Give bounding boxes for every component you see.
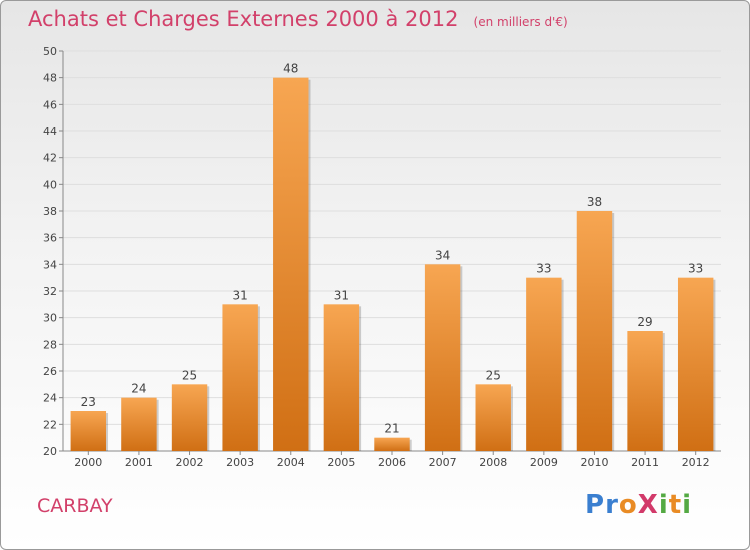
x-tick-label: 2010 <box>580 456 608 469</box>
x-tick-label: 2008 <box>479 456 507 469</box>
logo-letter: X <box>637 490 659 520</box>
bar <box>273 77 309 452</box>
x-tick-label: 2001 <box>125 456 153 469</box>
data-labels: 23 24 25 31 48 31 21 34 25 33 38 29 33 <box>81 62 704 436</box>
bar <box>526 277 562 451</box>
logo-letter: i <box>658 490 669 520</box>
bar <box>70 411 107 451</box>
bar-value-label: 24 <box>131 382 146 396</box>
y-tick-label: 40 <box>43 178 57 191</box>
y-tick-label: 38 <box>43 205 57 218</box>
bar-value-label: 33 <box>536 262 551 276</box>
bar-value-label: 31 <box>334 288 349 302</box>
x-tick-label: 2000 <box>74 456 102 469</box>
y-tick-label: 28 <box>43 338 57 351</box>
bar <box>475 384 511 451</box>
bar <box>121 397 157 451</box>
title-row: Achats et Charges Externes 2000 à 2012 (… <box>28 7 568 31</box>
y-tick-label: 22 <box>43 418 57 431</box>
y-tick-label: 42 <box>43 152 57 165</box>
bar-value-label: 23 <box>81 395 96 409</box>
x-tick-label: 2011 <box>631 456 659 469</box>
bar <box>222 304 258 451</box>
bar <box>171 384 208 451</box>
bar-value-label: 38 <box>587 195 602 209</box>
logo-letter: t <box>668 490 683 520</box>
x-tick-label: 2006 <box>378 456 406 469</box>
y-tick-label: 50 <box>43 45 57 58</box>
bars <box>70 77 716 452</box>
bar-value-label: 25 <box>486 368 501 382</box>
y-tick-label: 48 <box>43 72 57 85</box>
x-tick-label: 2002 <box>176 456 204 469</box>
y-tick-label: 32 <box>43 285 57 298</box>
y-tick-label: 46 <box>43 98 57 111</box>
logo-letter: P <box>585 490 606 520</box>
bar-value-label: 33 <box>688 262 703 276</box>
logo-letter: r <box>605 490 619 520</box>
y-tick-label: 26 <box>43 365 57 378</box>
bar <box>627 331 663 451</box>
x-tick-label: 2007 <box>429 456 457 469</box>
bar-value-label: 34 <box>435 248 450 262</box>
logo-letter: o <box>618 490 638 520</box>
x-tick-label: 2004 <box>277 456 305 469</box>
chart-title: Achats et Charges Externes 2000 à 2012 <box>28 7 459 31</box>
y-tick-label: 30 <box>43 312 57 325</box>
bar <box>677 277 714 451</box>
bar <box>576 211 613 451</box>
bar <box>374 437 410 451</box>
bar-value-label: 25 <box>182 368 197 382</box>
x-tick-label: 2005 <box>327 456 355 469</box>
y-tick-label: 20 <box>43 445 57 458</box>
y-tick-label: 34 <box>43 258 57 271</box>
grid-lines <box>63 50 721 425</box>
x-tick-label: 2012 <box>682 456 710 469</box>
y-tick-label: 24 <box>43 392 57 405</box>
bar-value-label: 29 <box>637 315 652 329</box>
logo-letter: i <box>682 490 693 520</box>
bar <box>424 264 461 451</box>
commune-name: CARBAY <box>37 495 113 517</box>
bar-value-label: 31 <box>233 288 248 302</box>
proxiti-logo: ProXiti <box>585 490 692 520</box>
bar-value-label: 48 <box>283 62 298 76</box>
x-tick-label: 2009 <box>530 456 558 469</box>
chart-subtitle: (en milliers d'€) <box>473 15 568 29</box>
y-tick-label: 36 <box>43 232 57 245</box>
bar-value-label: 21 <box>384 422 399 436</box>
x-tick-label: 2003 <box>226 456 254 469</box>
bar <box>323 304 360 451</box>
y-tick-label: 44 <box>43 125 57 138</box>
